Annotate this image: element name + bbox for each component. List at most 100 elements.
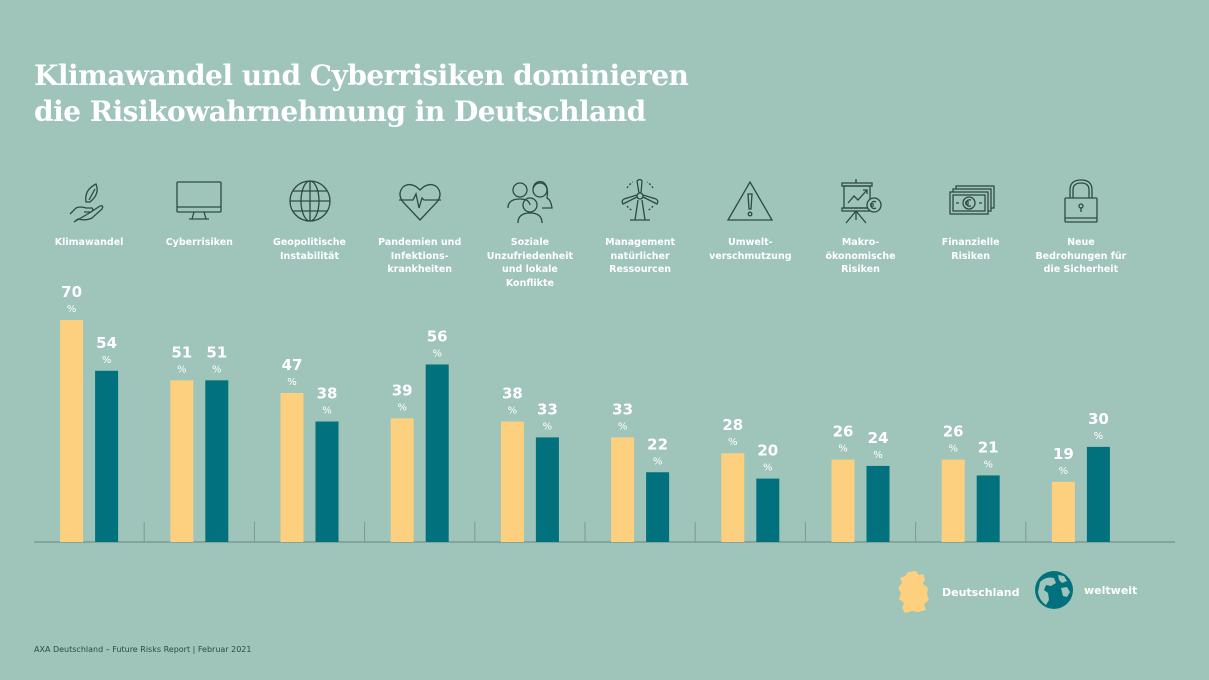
value-label-weltweit: 22 (647, 435, 668, 453)
category-header: Neue Bedrohungen für die Sicherheit (1026, 178, 1136, 277)
value-label-weltweit: 21 (978, 438, 999, 456)
banknotes-icon (949, 185, 995, 215)
wind-turbine-icon (621, 178, 659, 221)
percent-sign: % (508, 406, 518, 417)
value-label-weltweit: 38 (317, 385, 338, 403)
bar-weltweit (95, 370, 119, 542)
percent-sign: % (67, 304, 77, 315)
value-label-weltweit: 24 (868, 429, 889, 447)
value-label-weltweit: 56 (427, 327, 448, 345)
bar-weltweit (976, 475, 1000, 542)
value-label-weltweit: 54 (96, 334, 117, 352)
bar-deutschland (280, 393, 304, 542)
legend-label-weltweit: weltweit (1084, 583, 1138, 597)
value-label-deutschland: 33 (612, 400, 633, 418)
percent-sign: % (287, 377, 297, 388)
category-label: Klimawandel (54, 237, 124, 248)
value-label-weltweit: 51 (206, 343, 227, 361)
bar-chart: 70% 54% 51% 51% 47% 38% 39% 56% 38% 33% 33% 22% 28% 2… (34, 283, 1175, 543)
germany-map-icon (898, 571, 929, 613)
percent-sign: % (102, 355, 112, 366)
padlock-icon (1064, 179, 1098, 223)
category-label: Management natürlicher Ressourcen (605, 237, 676, 275)
category-label: Finanzielle Risiken (941, 237, 1000, 262)
chart-presentation-icon (840, 179, 882, 224)
category-header: Finanzielle Risiken (916, 178, 1026, 263)
percent-sign: % (543, 421, 553, 432)
bar-weltweit (646, 472, 670, 542)
title-line-1: Klimawandel und Cyberrisiken dominieren (34, 59, 689, 92)
bar-weltweit (1086, 446, 1110, 542)
bar-deutschland (60, 320, 84, 542)
percent-sign: % (728, 437, 738, 448)
percent-sign: % (763, 463, 773, 474)
value-label-weltweit: 20 (757, 442, 778, 460)
category-header: Cyberrisiken (144, 178, 254, 250)
people-icon (507, 180, 553, 224)
value-label-weltweit: 30 (1088, 410, 1109, 428)
value-label-deutschland: 26 (943, 423, 964, 441)
category-label: Geopolitische Instabilität (273, 237, 346, 262)
value-label-deutschland: 19 (1053, 445, 1074, 463)
bar-deutschland (721, 453, 745, 542)
title-line-2: die Risikowahrnehmung in Deutschland (34, 95, 646, 128)
bar-deutschland (390, 418, 414, 542)
globe-earth-icon (1035, 571, 1073, 609)
value-label-deutschland: 47 (282, 356, 303, 374)
value-label-deutschland: 51 (171, 343, 192, 361)
category-header: Geopolitische Instabilität (255, 178, 365, 263)
bar-deutschland (831, 459, 855, 542)
percent-sign: % (873, 450, 883, 461)
value-label-deutschland: 70 (61, 283, 82, 301)
bar-deutschland (941, 459, 965, 542)
percent-sign: % (1059, 466, 1069, 477)
bar-deutschland (170, 380, 194, 542)
percent-sign: % (177, 364, 187, 375)
page-title: Klimawandel und Cyberrisiken dominieren … (34, 58, 689, 130)
bar-weltweit (315, 421, 339, 542)
category-header: Pandemien und Infektions- krankheiten (365, 178, 475, 277)
category-label: Makro- ökonomische Risiken (825, 237, 896, 275)
percent-sign: % (948, 444, 958, 455)
bar-weltweit (756, 478, 780, 542)
bar-weltweit (535, 437, 559, 542)
category-header: Klimawandel (34, 178, 144, 250)
bar-deutschland (1051, 481, 1075, 542)
value-label-deutschland: 28 (722, 416, 743, 434)
warning-icon (727, 180, 774, 221)
bar-weltweit (866, 465, 890, 542)
category-label: Neue Bedrohungen für die Sicherheit (1035, 237, 1127, 275)
category-header: Makro- ökonomische Risiken (806, 178, 916, 277)
heartbeat-icon (398, 183, 441, 221)
percent-sign: % (838, 444, 848, 455)
category-header: Soziale Unzufriedenheit und lokale Konfl… (475, 178, 585, 290)
category-label: Soziale Unzufriedenheit und lokale Konfl… (486, 237, 574, 289)
percent-sign: % (212, 364, 222, 375)
value-label-weltweit: 33 (537, 400, 558, 418)
percent-sign: % (432, 348, 442, 359)
value-label-deutschland: 26 (833, 423, 854, 441)
legend-label-deutschland: Deutschland (942, 585, 1020, 599)
percent-sign: % (1094, 431, 1104, 442)
category-header: Umwelt- verschmutzung (695, 178, 805, 263)
percent-sign: % (397, 402, 407, 413)
bar-weltweit (205, 380, 229, 542)
bar-weltweit (425, 364, 449, 542)
value-label-deutschland: 39 (392, 381, 413, 399)
footer-source: AXA Deutschland – Future Risks Report | … (34, 645, 252, 654)
leaf-hand-icon (69, 183, 104, 223)
percent-sign: % (983, 459, 993, 470)
legend-deutschland: Deutschland (896, 570, 1019, 614)
percent-sign: % (322, 406, 332, 417)
category-header: Management natürlicher Ressourcen (585, 178, 695, 277)
category-label: Umwelt- verschmutzung (709, 237, 792, 262)
category-label: Pandemien und Infektions- krankheiten (378, 237, 462, 275)
category-label: Cyberrisiken (165, 237, 233, 248)
globe-icon (288, 180, 331, 222)
legend-weltweit: weltweit (1034, 570, 1137, 610)
monitor-icon (176, 181, 222, 220)
percent-sign: % (653, 456, 663, 467)
bar-deutschland (611, 437, 635, 542)
value-label-deutschland: 38 (502, 385, 523, 403)
bar-deutschland (500, 421, 524, 542)
